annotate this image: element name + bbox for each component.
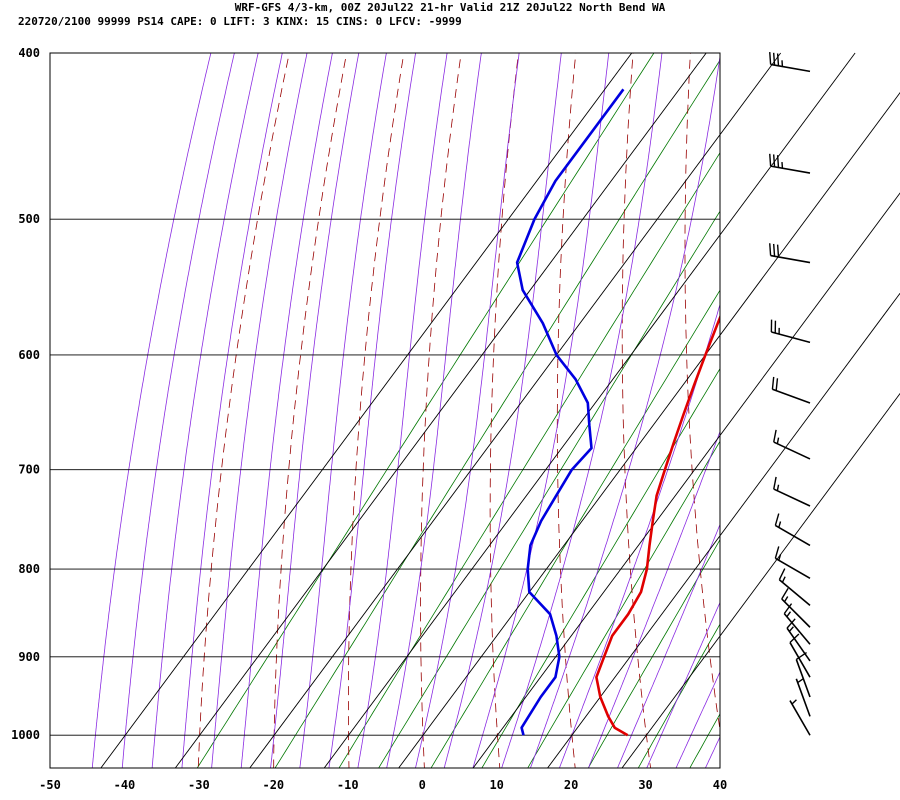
dry-adiabat-line — [489, 53, 519, 768]
moist-adiabat-line — [299, 53, 387, 768]
temperature-tick-label: 40 — [713, 778, 727, 792]
chart-title: WRF-GFS 4/3-km, 00Z 20Jul22 21-hr Valid … — [235, 1, 666, 14]
moist-adiabat-line — [443, 53, 562, 768]
temperature-axis: -50 -40 -30 -20 -10 0 10 20 30 40 — [39, 778, 727, 792]
moist-adiabat-line — [558, 303, 720, 768]
pressure-axis: 400 500 600 700 800 900 1000 — [11, 46, 40, 742]
wind-barb — [773, 476, 811, 507]
dry-adiabat-line — [420, 53, 462, 768]
moist-adiabat-line — [181, 53, 283, 768]
wind-barb — [789, 699, 811, 736]
moist-adiabat-line — [211, 53, 308, 768]
isotherm-line — [323, 52, 856, 769]
moist-adiabat-line — [270, 53, 360, 768]
moist-adiabat-line — [240, 53, 333, 768]
wind-barb — [795, 678, 811, 717]
moist-adiabat-line — [386, 53, 482, 768]
wind-barb — [769, 153, 811, 174]
moist-adiabat-line — [617, 523, 720, 768]
isotherm-line — [472, 192, 900, 769]
temperature-tick-label: 30 — [638, 778, 652, 792]
moist-adiabat-line — [472, 53, 610, 768]
wind-barb — [786, 618, 811, 662]
dry-adiabat-line — [862, 15, 900, 779]
temperature-profile-line — [595, 314, 720, 737]
dry-adiabat-line — [621, 53, 652, 768]
mixing-ratio-line — [637, 623, 720, 768]
dry-adiabat-line — [197, 53, 290, 768]
moist-adiabat-line — [91, 53, 212, 768]
mixing-ratio-line — [338, 152, 720, 768]
pressure-tick-label: 900 — [18, 650, 40, 664]
temperature-tick-label: 10 — [489, 778, 503, 792]
wind-barb — [778, 568, 811, 607]
moist-adiabat-line — [415, 53, 520, 768]
thermodynamic-background — [91, 15, 900, 779]
mixing-ratio-line — [196, 53, 655, 768]
pressure-tick-label: 1000 — [11, 728, 40, 742]
moist-adiabat-line — [357, 53, 448, 768]
mixing-ratio-line — [430, 289, 720, 768]
wind-barb-column — [769, 52, 811, 736]
temperature-tick-label: -20 — [262, 778, 284, 792]
moist-adiabat-line — [501, 53, 663, 768]
wind-barb — [774, 546, 811, 580]
isotherm-line — [249, 52, 782, 769]
moist-adiabat-line — [587, 430, 720, 768]
mixing-ratio-line — [732, 15, 900, 779]
temperature-tick-label: -10 — [337, 778, 359, 792]
moist-adiabat-line — [730, 15, 900, 779]
pressure-tick-label: 700 — [18, 463, 40, 477]
mixing-ratio-line — [587, 538, 720, 768]
pressure-tick-label: 800 — [18, 562, 40, 576]
wind-barb — [783, 603, 811, 645]
isotherm-line — [100, 52, 633, 769]
wind-barb — [770, 319, 811, 344]
profile-lines — [515, 88, 720, 737]
isotherm-line — [398, 92, 900, 769]
dry-adiabat-line — [273, 53, 348, 768]
pressure-tick-label: 500 — [18, 212, 40, 226]
mixing-ratio-line — [527, 440, 720, 768]
dry-adiabat-line — [348, 53, 405, 768]
dewpoint-profile-line — [515, 88, 625, 736]
temperature-tick-label: 0 — [419, 778, 426, 792]
wind-barb — [795, 651, 811, 698]
wind-barb — [781, 587, 811, 628]
moist-adiabat-line — [121, 53, 235, 768]
dry-adiabat-line — [805, 15, 879, 779]
temperature-tick-label: -30 — [188, 778, 210, 792]
isotherm-line — [547, 292, 900, 769]
isotherm-line — [621, 392, 900, 769]
mixing-ratio-line — [378, 210, 720, 768]
isotherm-line — [174, 52, 707, 769]
wind-barb — [769, 52, 811, 73]
plot-frame — [49, 52, 721, 769]
pressure-tick-label: 400 — [18, 46, 40, 60]
isobar-isotherm-grid — [50, 52, 900, 769]
wind-barb — [774, 513, 811, 547]
dry-adiabat-line — [556, 53, 577, 768]
temperature-tick-label: -40 — [114, 778, 136, 792]
moist-adiabat-line — [704, 735, 720, 768]
temperature-tick-label: 20 — [564, 778, 578, 792]
moist-adiabat-line — [530, 53, 720, 768]
sounding-indices: 220720/2100 99999 PS14 CAPE: 0 LIFT: 3 K… — [18, 15, 462, 28]
temperature-tick-label: -50 — [39, 778, 61, 792]
moist-adiabat-line — [151, 53, 259, 768]
dry-adiabat-line — [684, 53, 720, 733]
wind-barb — [789, 633, 811, 678]
wind-barb — [771, 376, 811, 404]
moist-adiabat-line — [675, 671, 720, 768]
mixing-ratio-line — [274, 59, 720, 768]
pressure-tick-label: 600 — [18, 348, 40, 362]
moist-adiabat-line — [646, 601, 720, 768]
wind-barb — [773, 429, 811, 460]
moist-adiabat-line — [328, 53, 417, 768]
wind-barb — [769, 243, 811, 264]
